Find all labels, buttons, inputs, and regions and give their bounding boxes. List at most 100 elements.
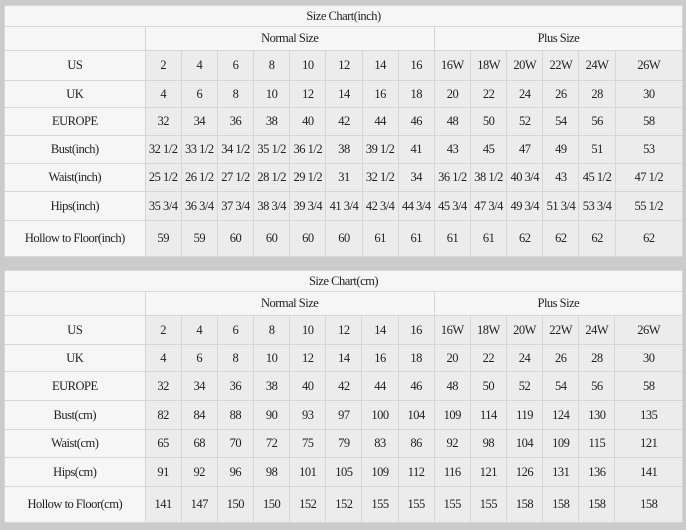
table-row: Hips(cm) 91 92 96 98 101 105 109 112 116 121 126 131… [4,457,683,487]
size-chart-cm-table: Size Chart(cm) Normal Size Plus Size US 2 4 6 8… [4,270,684,523]
size-value-cell: 18 [397,80,435,108]
size-value-cell: 86 [397,429,435,458]
size-value-cell: 25 1/2 [144,163,182,192]
size-value-cell: 36 1/2 [289,135,327,164]
size-value-cell: 41 [397,135,435,164]
size-value-cell: 121 [614,429,683,458]
size-value-cell: 50 [470,107,508,136]
size-value-cell: 114 [469,400,507,430]
size-value-cell: 97 [325,400,363,430]
size-value-cell: 24 [505,344,544,372]
size-value-cell: 68 [180,429,218,458]
size-value-cell: 104 [505,429,544,458]
size-value-cell: 38 1/2 [470,163,508,192]
size-value-cell: 92 [180,457,218,487]
row-label: UK [4,344,146,372]
size-value-cell: 58 [614,107,684,136]
size-value-cell: 4 [180,315,218,345]
size-value-cell: 38 3/4 [253,191,291,221]
size-value-cell: 45 1/2 [578,163,616,192]
row-label: EUROPE [4,107,146,136]
size-value-cell: 131 [542,457,580,487]
size-value-cell: 36 1/2 [433,163,472,192]
size-value-cell: 141 [144,486,182,523]
size-value-cell: 43 [433,135,472,164]
size-value-cell: 147 [180,486,218,523]
size-value-cell: 124 [542,400,580,430]
size-value-cell: 14 [325,344,363,372]
size-value-cell: 34 1/2 [216,135,255,164]
size-value-cell: 42 [325,371,363,401]
normal-size-header: Normal Size [144,291,435,316]
table-row: Waist(inch) 25 1/2 26 1/2 27 1/2 28 1/2 29 1/… [4,163,684,192]
size-value-cell: 10 [289,315,327,345]
size-value-cell: 150 [252,486,291,523]
size-value-cell: 18W [469,315,507,345]
size-value-cell: 72 [252,429,291,458]
size-value-cell: 22W [542,315,580,345]
size-value-cell: 93 [289,400,327,430]
size-value-cell: 45 3/4 [433,191,472,221]
table-row: EUROPE 32 34 36 38 40 42 44 46 48 50 52 54 56 58 [4,107,684,136]
size-value-cell: 150 [216,486,255,523]
size-value-cell: 54 [542,107,580,136]
size-value-cell: 8 [216,80,255,108]
size-value-cell: 82 [144,400,182,430]
size-value-cell: 155 [397,486,435,523]
plus-size-header: Plus Size [433,26,684,51]
size-value-cell: 116 [433,457,471,487]
size-value-cell: 121 [469,457,507,487]
size-value-cell: 60 [253,220,291,257]
size-value-cell: 62 [614,220,684,257]
size-value-cell: 152 [289,486,327,523]
size-value-cell: 141 [614,457,683,487]
size-value-cell: 44 [361,371,399,401]
size-value-cell: 14 [361,50,399,81]
size-value-cell: 90 [252,400,291,430]
size-value-cell: 48 [433,107,472,136]
size-value-cell: 24W [578,50,616,81]
size-value-cell: 14 [325,80,363,108]
size-value-cell: 14 [361,315,399,345]
size-value-cell: 62 [578,220,616,257]
size-value-cell: 43 [542,163,580,192]
size-value-cell: 4 [144,344,182,372]
size-value-cell: 20W [506,50,544,81]
size-value-cell: 101 [289,457,327,487]
size-value-cell: 40 [289,371,327,401]
row-label: US [4,50,146,81]
size-value-cell: 6 [180,344,218,372]
size-value-cell: 109 [542,429,580,458]
table-row: EUROPE 32 34 36 38 40 42 44 46 48 50 52 54 56 58 [4,371,683,401]
plus-size-header: Plus Size [433,291,684,316]
size-value-cell: 92 [433,429,471,458]
size-value-cell: 51 [578,135,616,164]
size-value-cell: 61 [433,220,472,257]
row-label: Hollow to Floor(inch) [4,220,146,257]
size-value-cell: 96 [216,457,255,487]
size-value-cell: 24W [578,315,616,345]
size-value-cell: 16W [433,50,472,81]
size-value-cell: 45 [470,135,508,164]
size-value-cell: 56 [578,107,616,136]
size-value-cell: 10 [252,344,291,372]
row-label: Hips(cm) [4,457,146,487]
size-value-cell: 32 [144,107,182,136]
table-row: UK 4 6 8 10 12 14 16 18 20 22 24 26 28 30 [4,80,684,108]
size-value-cell: 35 3/4 [144,191,182,221]
size-value-cell: 158 [614,486,683,523]
size-value-cell: 36 [216,371,255,401]
size-value-cell: 34 [397,163,435,192]
size-value-cell: 31 [325,163,363,192]
size-value-cell: 6 [216,50,255,81]
size-value-cell: 36 [216,107,255,136]
size-value-cell: 32 [144,371,182,401]
normal-size-header: Normal Size [144,26,435,51]
size-value-cell: 44 [361,107,399,136]
size-value-cell: 30 [614,344,683,372]
size-value-cell: 38 [252,371,291,401]
size-value-cell: 49 3/4 [506,191,544,221]
size-value-cell: 39 1/2 [361,135,399,164]
size-value-cell: 49 [542,135,580,164]
size-value-cell: 130 [578,400,616,430]
